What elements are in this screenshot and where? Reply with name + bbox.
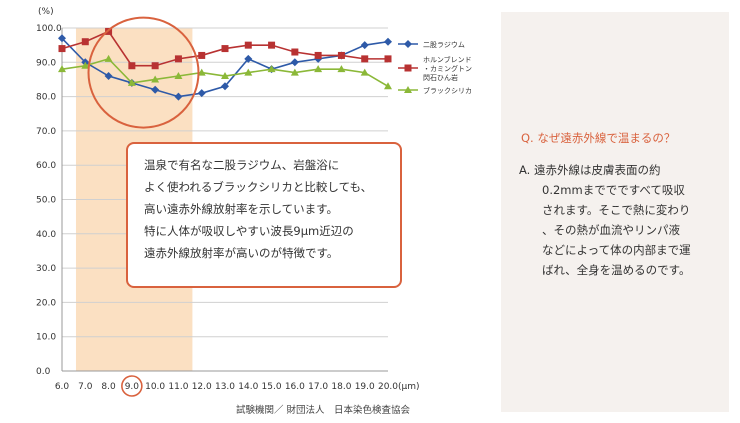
y-tick-label: 0.0 bbox=[36, 367, 51, 377]
data-point bbox=[384, 37, 392, 46]
x-tick-label: 6.0 bbox=[55, 382, 70, 392]
legend-label-2: 閃石ひん岩 bbox=[423, 73, 458, 82]
qa-question: Q. なぜ遠赤外線で温まるの？ bbox=[521, 131, 676, 145]
callout-line-2: よく使われるブラックシリカと比較しても、 bbox=[144, 180, 373, 194]
data-point bbox=[127, 78, 136, 86]
legend-label-2: ・カミングトン bbox=[423, 64, 472, 73]
qa-answer-line-2: 0.2mmまででですべて吸収 bbox=[519, 183, 685, 197]
data-point bbox=[267, 65, 276, 73]
x-tick-label: 12.0 bbox=[192, 382, 212, 392]
callout-line-1: 温泉で有名な二股ラジウム、岩盤浴に bbox=[144, 158, 340, 172]
data-point bbox=[314, 65, 323, 73]
data-point bbox=[81, 61, 90, 69]
x-tick-label: 7.0 bbox=[78, 382, 93, 392]
data-point bbox=[360, 41, 369, 50]
x-tick-label: 15.0 bbox=[262, 382, 282, 392]
legend-label-1: 二股ラジウム bbox=[423, 41, 465, 49]
data-point bbox=[104, 72, 113, 81]
data-point bbox=[314, 51, 322, 59]
y-tick-label: 100.0 bbox=[36, 24, 62, 34]
qa-answer-line-4: 、その熱が血流やリンパ液 bbox=[519, 223, 680, 237]
callout-line-4: 特に人体が吸収しやすい波長9μm近辺の bbox=[144, 224, 354, 238]
data-point bbox=[81, 38, 89, 46]
data-point bbox=[104, 54, 113, 62]
data-point bbox=[268, 41, 276, 49]
legend-marker-3 bbox=[404, 86, 412, 93]
data-point bbox=[290, 68, 299, 76]
y-tick-label: 40.0 bbox=[36, 230, 56, 240]
data-point bbox=[58, 65, 66, 73]
x-tick-label: 9.0 bbox=[125, 382, 140, 392]
qa-panel: Q. なぜ遠赤外線で温まるの？ A. 遠赤外線は皮膚表面の約 0.2mmまででで… bbox=[501, 12, 729, 412]
y-tick-label: 80.0 bbox=[36, 93, 56, 103]
x-tick-label: 10.0 bbox=[145, 382, 165, 392]
data-point bbox=[198, 51, 206, 59]
data-point bbox=[105, 27, 113, 35]
data-point bbox=[58, 34, 66, 43]
data-point bbox=[151, 75, 160, 83]
x-tick-label: 13.0 bbox=[215, 382, 235, 392]
qa-answer-line-3: されます。そこで熱に変わり bbox=[519, 203, 691, 217]
highlight-circle bbox=[87, 16, 200, 129]
x-tick-label: 16.0 bbox=[285, 382, 305, 392]
data-point bbox=[221, 45, 229, 53]
data-point bbox=[174, 92, 183, 101]
data-point bbox=[244, 41, 252, 49]
x-unit-label: (μm) bbox=[398, 382, 420, 392]
y-tick-label: 60.0 bbox=[36, 161, 56, 171]
data-point bbox=[291, 48, 299, 56]
qa-answer-line-1: A. 遠赤外線は皮膚表面の約 bbox=[519, 163, 661, 177]
y-tick-label: 10.0 bbox=[36, 333, 56, 343]
data-point bbox=[58, 45, 66, 53]
callout-line-3: 高い遠赤外線放射率を示しています。 bbox=[144, 202, 339, 216]
y-tick-label: 90.0 bbox=[36, 58, 56, 68]
data-point bbox=[151, 62, 159, 70]
legend-marker-2 bbox=[404, 64, 412, 72]
data-point bbox=[244, 54, 253, 63]
x-tick-label: 11.0 bbox=[168, 382, 188, 392]
data-point bbox=[384, 82, 392, 90]
data-point bbox=[174, 55, 182, 63]
data-point bbox=[221, 72, 229, 80]
x-tick-label: 17.0 bbox=[308, 382, 328, 392]
data-point bbox=[337, 51, 345, 59]
x-tick-label: 14.0 bbox=[238, 382, 258, 392]
data-point bbox=[360, 68, 369, 76]
data-point bbox=[221, 82, 229, 91]
x-tick-label: 8.0 bbox=[101, 382, 116, 392]
legend-label-3: ブラックシリカ bbox=[423, 86, 472, 95]
x-tick-label: 19.0 bbox=[355, 382, 375, 392]
y-tick-label: 30.0 bbox=[36, 264, 56, 274]
qa-answer-line-6: ばれ、全身を温めるのです。 bbox=[519, 263, 691, 277]
x-tick-label: 18.0 bbox=[331, 382, 351, 392]
highlight-tick-circle bbox=[121, 375, 143, 397]
data-point bbox=[361, 55, 369, 63]
callout-line-5: 遠赤外線放射率が高いのが特徴です。 bbox=[144, 246, 339, 260]
legend-marker-1 bbox=[404, 40, 412, 48]
x-tick-label: 20.0 bbox=[378, 382, 398, 392]
data-point bbox=[174, 72, 183, 80]
data-point bbox=[151, 85, 160, 94]
data-point bbox=[197, 68, 206, 76]
y-unit-label: (%) bbox=[38, 7, 54, 17]
data-point bbox=[290, 58, 299, 67]
callout-box: 温泉で有名な二股ラジウム、岩盤浴に よく使われるブラックシリカと比較しても、 高… bbox=[126, 142, 402, 288]
y-tick-label: 20.0 bbox=[36, 298, 56, 308]
qa-answer-line-5: などによって体の内部まで運 bbox=[519, 243, 691, 257]
source-note: 試験機関／ 財団法人 日本染色検査協会 bbox=[236, 405, 411, 416]
data-point bbox=[337, 65, 346, 73]
y-tick-label: 50.0 bbox=[36, 196, 56, 206]
y-tick-label: 70.0 bbox=[36, 127, 56, 137]
legend-label-2: ホルンブレンド bbox=[423, 55, 472, 64]
data-point bbox=[197, 89, 206, 98]
data-point bbox=[244, 68, 253, 76]
data-point bbox=[128, 62, 136, 70]
data-point bbox=[384, 55, 392, 63]
